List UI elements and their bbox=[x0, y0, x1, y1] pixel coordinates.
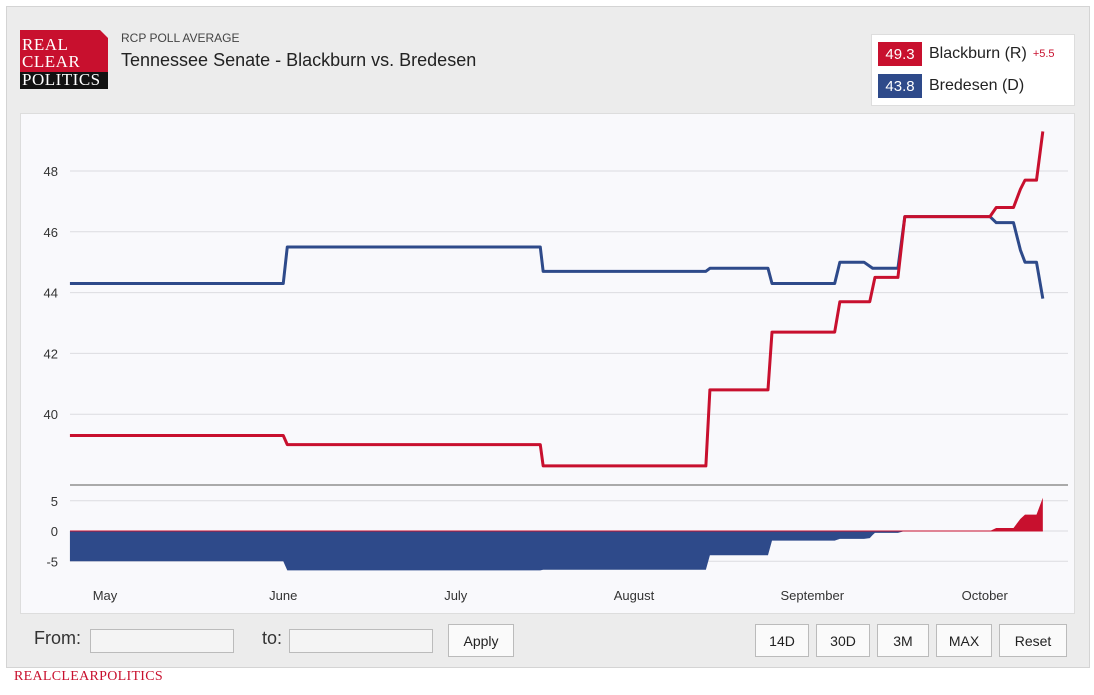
rcp-logo[interactable]: REAL CLEAR POLITICS bbox=[20, 30, 108, 89]
logo-line: POLITICS bbox=[22, 70, 101, 89]
chart-subtitle: RCP POLL AVERAGE bbox=[121, 31, 240, 45]
logo-line: REAL bbox=[22, 35, 69, 54]
series-line-blackburn bbox=[69, 131, 1045, 468]
date-range-bar: From: to: Apply 14D 30D 3M MAX Reset bbox=[20, 613, 1073, 663]
spread-area-blackburn bbox=[69, 497, 1043, 531]
range-30d-button[interactable]: 30D bbox=[816, 624, 870, 657]
legend-label: Blackburn (R) bbox=[929, 45, 1027, 62]
legend-spread: +5.5 bbox=[1032, 48, 1055, 60]
spread-tick-label: -5 bbox=[46, 554, 58, 569]
x-tick-label: May bbox=[93, 588, 118, 603]
range-3m-button[interactable]: 3M bbox=[877, 624, 929, 657]
reset-button[interactable]: Reset bbox=[999, 624, 1067, 657]
range-14d-button[interactable]: 14D bbox=[755, 624, 809, 657]
series-line-bredesen bbox=[69, 215, 1045, 299]
x-tick-label: June bbox=[269, 588, 297, 603]
y-tick-label: 40 bbox=[44, 407, 58, 422]
legend-value: 43.8 bbox=[878, 74, 922, 98]
from-date-input[interactable] bbox=[90, 629, 234, 653]
legend-item-bredesen: 43.8 Bredesen (D) bbox=[878, 73, 1024, 99]
legend-item-blackburn: 49.3 Blackburn (R) +5.5 bbox=[878, 41, 1055, 67]
range-max-button[interactable]: MAX bbox=[936, 624, 992, 657]
logo-line: CLEAR bbox=[22, 52, 81, 71]
x-tick-label: September bbox=[780, 588, 844, 603]
x-tick-label: July bbox=[444, 588, 468, 603]
to-date-input[interactable] bbox=[289, 629, 433, 653]
from-label: From: bbox=[34, 628, 81, 648]
spread-tick-label: 5 bbox=[51, 494, 58, 509]
y-tick-label: 44 bbox=[44, 286, 58, 301]
x-tick-label: October bbox=[962, 588, 1009, 603]
y-tick-label: 48 bbox=[44, 164, 58, 179]
apply-button[interactable]: Apply bbox=[448, 624, 514, 657]
rcp-footer-link[interactable]: REALCLEARPOLITICS bbox=[14, 669, 163, 684]
spread-area-bredesen bbox=[69, 531, 1043, 571]
spread-tick-label: 0 bbox=[51, 524, 58, 539]
x-tick-label: August bbox=[614, 588, 655, 603]
chart-title: Tennessee Senate - Blackburn vs. Bredese… bbox=[121, 50, 477, 70]
y-tick-label: 46 bbox=[44, 225, 58, 240]
legend: 49.3 Blackburn (R) +5.5 43.8 Bredesen (D… bbox=[871, 34, 1075, 106]
legend-label: Bredesen (D) bbox=[929, 77, 1025, 94]
y-tick-label: 42 bbox=[44, 346, 58, 361]
legend-value: 49.3 bbox=[878, 42, 922, 66]
to-label: to: bbox=[262, 628, 283, 648]
